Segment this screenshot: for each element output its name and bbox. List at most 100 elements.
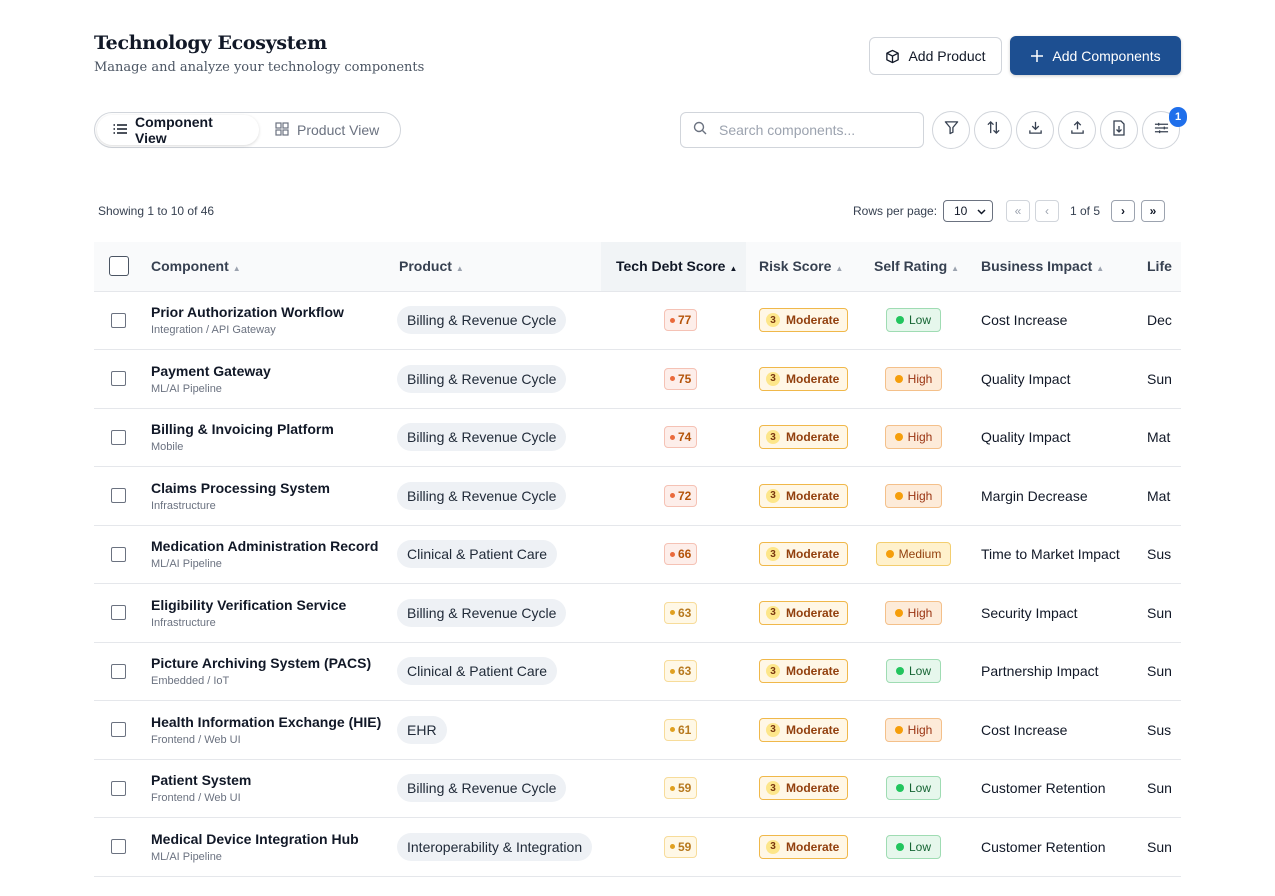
row-checkbox[interactable]: [111, 663, 126, 679]
debt-dot-icon: [670, 668, 675, 674]
tech-debt-badge: 77: [664, 309, 698, 332]
filter-icon: [944, 120, 959, 140]
column-header-tech-debt-score[interactable]: Tech Debt Score ▲: [601, 242, 746, 292]
tech-debt-badge: 72: [664, 484, 698, 507]
table-header-row: Component ▲ Product ▲ Tech Debt Score ▲ Ris…: [94, 242, 1181, 292]
settings-sliders-icon: [1154, 121, 1169, 140]
table-row[interactable]: Billing & Invoicing Platform Mobile Billin…: [94, 408, 1181, 467]
rows-per-page-label: Rows per page:: [853, 204, 938, 218]
add-product-button[interactable]: Add Product: [869, 37, 1002, 75]
table-row[interactable]: Medication Administration Record ML/AI Pi…: [94, 525, 1181, 584]
component-name[interactable]: Payment Gateway: [151, 362, 271, 379]
row-checkbox[interactable]: [111, 312, 126, 328]
view-toggle: Component View Product View: [94, 112, 401, 148]
component-name[interactable]: Eligibility Verification Service: [151, 596, 347, 613]
row-checkbox[interactable]: [111, 488, 126, 504]
risk-label: Moderate: [786, 547, 840, 562]
component-name[interactable]: Medication Administration Record: [151, 538, 379, 555]
row-checkbox[interactable]: [111, 839, 126, 855]
next-page-button[interactable]: ›: [1111, 200, 1135, 222]
column-header-self-rating[interactable]: Self Rating ▲: [859, 242, 968, 292]
self-rating-label: Low: [908, 313, 931, 328]
business-impact: Cost Increase: [981, 312, 1068, 329]
row-checkbox[interactable]: [111, 605, 126, 621]
self-rating-badge: Low: [885, 308, 941, 333]
search-input[interactable]: [719, 122, 899, 138]
sort-button[interactable]: [974, 111, 1012, 149]
prev-page-button[interactable]: ‹: [1035, 200, 1059, 222]
add-product-label: Add Product: [908, 48, 986, 64]
row-checkbox[interactable]: [111, 429, 126, 445]
tab-component-view[interactable]: Component View: [97, 114, 259, 146]
component-name[interactable]: Health Information Exchange (HIE): [151, 713, 382, 730]
row-checkbox[interactable]: [111, 546, 126, 562]
self-rating-badge: High: [884, 425, 943, 450]
risk-label: Moderate: [786, 371, 840, 386]
debt-dot-icon: [670, 493, 675, 499]
row-checkbox[interactable]: [111, 371, 126, 387]
table-row[interactable]: Eligibility Verification Service Infrastr…: [94, 584, 1181, 642]
component-type: Frontend / Web UI: [151, 792, 241, 805]
download-icon: [1028, 120, 1043, 140]
component-name[interactable]: Billing & Invoicing Platform: [151, 421, 334, 438]
tech-debt-badge: 75: [664, 367, 698, 390]
table-row[interactable]: Patient System Frontend / Web UI Billing &…: [94, 759, 1181, 818]
chevron-down-icon: [977, 204, 986, 218]
table-row[interactable]: Health Information Exchange (HIE) Fronten…: [94, 701, 1181, 759]
lifecycle: Sun: [1147, 663, 1172, 680]
business-impact: Customer Retention: [981, 838, 1106, 855]
debt-dot-icon: [670, 551, 675, 557]
column-header-business-impact[interactable]: Business Impact ▲: [968, 242, 1132, 292]
component-name[interactable]: Prior Authorization Workflow: [151, 304, 344, 321]
component-type: Infrastructure: [151, 499, 216, 512]
component-name[interactable]: Claims Processing System: [151, 479, 330, 496]
add-components-button[interactable]: Add Components: [1010, 36, 1181, 75]
row-checkbox[interactable]: [111, 722, 126, 738]
list-icon: [113, 122, 127, 138]
column-header-component[interactable]: Component ▲: [137, 242, 385, 292]
risk-label: Moderate: [786, 839, 840, 854]
component-name[interactable]: Medical Device Integration Hub: [151, 830, 359, 847]
risk-level-number: 3: [766, 313, 780, 328]
risk-label: Moderate: [786, 722, 840, 737]
component-view-label: Component View: [135, 114, 213, 146]
business-impact: Cost Increase: [981, 721, 1068, 738]
risk-badge: 3 Moderate: [759, 776, 849, 801]
table-row[interactable]: Medical Device Integration Hub ML/AI Pipe…: [94, 818, 1181, 876]
tech-debt-value: 74: [678, 430, 692, 445]
export-file-button[interactable]: [1100, 111, 1138, 149]
self-rating-badge: Low: [885, 659, 941, 684]
risk-badge: 3 Moderate: [759, 834, 849, 859]
component-name[interactable]: Patient System: [151, 772, 252, 789]
row-checkbox[interactable]: [111, 780, 126, 796]
debt-dot-icon: [670, 434, 675, 440]
filter-button[interactable]: [932, 111, 970, 149]
lifecycle: Mat: [1147, 429, 1171, 446]
plus-icon: [1030, 49, 1044, 63]
component-type: Mobile: [151, 441, 184, 454]
rating-dot-icon: [895, 842, 904, 851]
column-header-risk-score[interactable]: Risk Score ▲: [746, 242, 859, 292]
self-rating-label: High: [907, 605, 933, 620]
table-row[interactable]: Picture Archiving System (PACS) Embedded …: [94, 642, 1181, 701]
tab-product-view[interactable]: Product View: [259, 115, 395, 145]
risk-level-number: 3: [766, 547, 780, 562]
upload-button[interactable]: [1058, 111, 1096, 149]
column-header-lifecycle[interactable]: Life: [1132, 242, 1181, 292]
risk-badge: 3 Moderate: [759, 717, 849, 742]
table-row[interactable]: Prior Authorization Workflow Integration …: [94, 291, 1181, 350]
last-page-button[interactable]: »: [1141, 200, 1165, 222]
column-header-product[interactable]: Product ▲: [385, 242, 601, 292]
component-name[interactable]: Picture Archiving System (PACS): [151, 655, 372, 672]
risk-level-number: 3: [766, 781, 780, 796]
first-page-button[interactable]: «: [1006, 200, 1030, 222]
self-rating-label: High: [907, 371, 933, 386]
rows-per-page-select[interactable]: 10: [943, 200, 993, 222]
table-row[interactable]: Claims Processing System Infrastructure Bi…: [94, 467, 1181, 525]
grid-icon: [275, 121, 289, 139]
risk-level-number: 3: [766, 371, 780, 386]
rating-dot-icon: [894, 491, 903, 500]
select-all-checkbox[interactable]: [109, 256, 129, 277]
download-button[interactable]: [1016, 111, 1054, 149]
table-row[interactable]: Payment Gateway ML/AI Pipeline Billing & R…: [94, 350, 1181, 408]
